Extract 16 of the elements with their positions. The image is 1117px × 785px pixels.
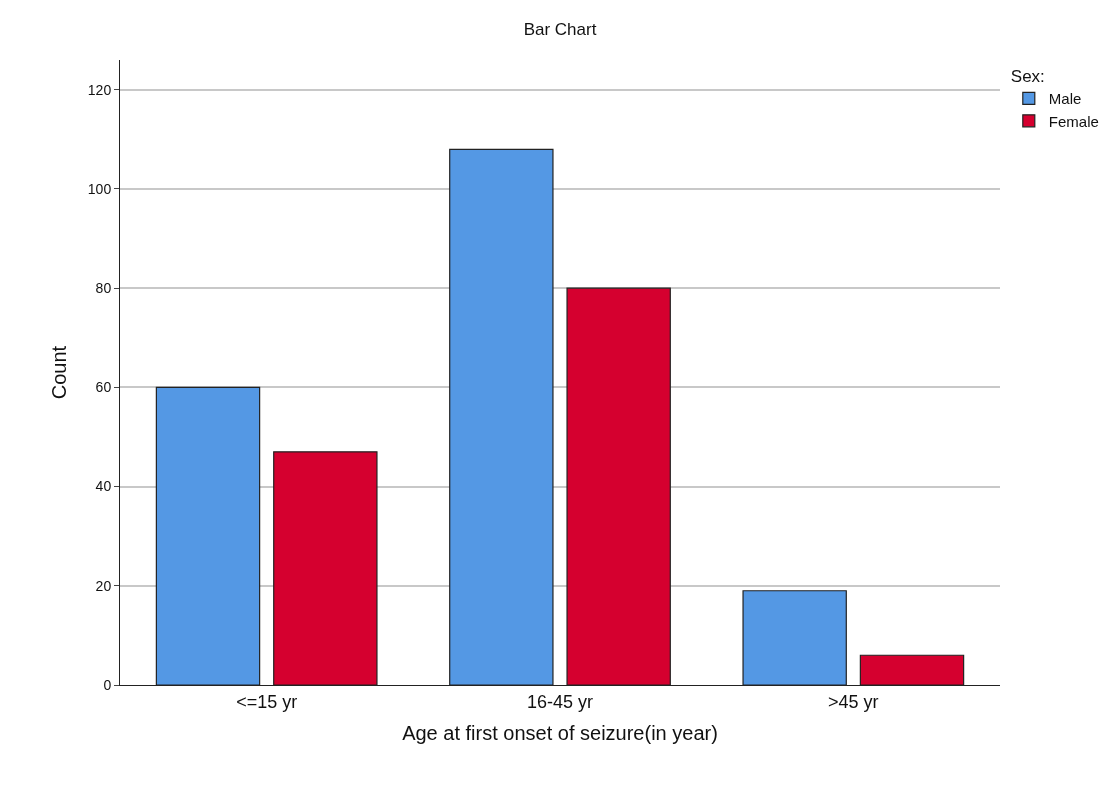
y-tick-label: 40 bbox=[95, 478, 112, 495]
y-axis-title: Count bbox=[48, 345, 71, 400]
y-tick-label: 120 bbox=[87, 81, 112, 98]
chart-title: Bar Chart bbox=[523, 20, 597, 40]
x-tick-label: <=15 yr bbox=[236, 691, 298, 712]
y-tick-label: 100 bbox=[87, 180, 112, 197]
x-tick-label: >45 yr bbox=[828, 691, 879, 712]
y-tick-label: 20 bbox=[95, 577, 112, 594]
y-tick-label: 60 bbox=[95, 379, 112, 396]
y-tick-label: 0 bbox=[103, 676, 112, 693]
y-tick-label: 80 bbox=[95, 280, 112, 297]
legend-label: Female bbox=[1048, 112, 1099, 130]
legend-label: Male bbox=[1048, 90, 1082, 108]
x-axis-title: Age at first onset of seizure(in year) bbox=[402, 722, 718, 745]
legend-title: Sex: bbox=[1010, 67, 1045, 87]
x-tick-label: 16-45 yr bbox=[526, 691, 594, 712]
